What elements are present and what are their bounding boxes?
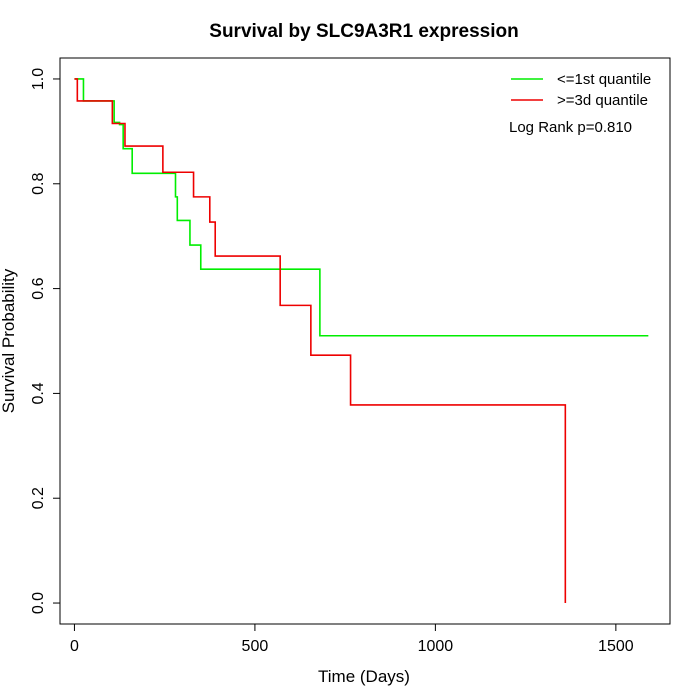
legend-label-1: <=1st quantile	[557, 71, 651, 88]
x-axis-label: Time (Days)	[318, 667, 410, 686]
x-tick-label: 500	[242, 638, 269, 655]
y-axis-label: Survival Probability	[0, 268, 18, 413]
x-tick-label: 1500	[598, 638, 634, 655]
log-rank-annotation: Log Rank p=0.810	[509, 119, 632, 136]
legend: <=1st quantile >=3d quantile	[511, 71, 651, 109]
x-axis: 0 500 1000 1500	[70, 623, 634, 655]
plot-area	[59, 57, 671, 625]
y-tick-label: 1.0	[30, 68, 47, 90]
y-tick-label: 0.8	[30, 173, 47, 195]
legend-label-2: >=3d quantile	[557, 92, 648, 109]
y-axis: 0.0 0.2 0.4 0.6 0.8 1.0	[30, 68, 61, 614]
y-tick-label: 0.4	[30, 382, 47, 404]
x-tick-label: 1000	[418, 638, 454, 655]
chart-title: Survival by SLC9A3R1 expression	[209, 21, 518, 42]
x-tick-label: 0	[70, 638, 79, 655]
series-line-1	[74, 78, 649, 337]
y-tick-label: 0.2	[30, 487, 47, 509]
y-tick-label: 0.0	[30, 592, 47, 614]
y-tick-label: 0.6	[30, 277, 47, 299]
series-line-2	[74, 78, 567, 604]
series-group	[74, 78, 649, 604]
